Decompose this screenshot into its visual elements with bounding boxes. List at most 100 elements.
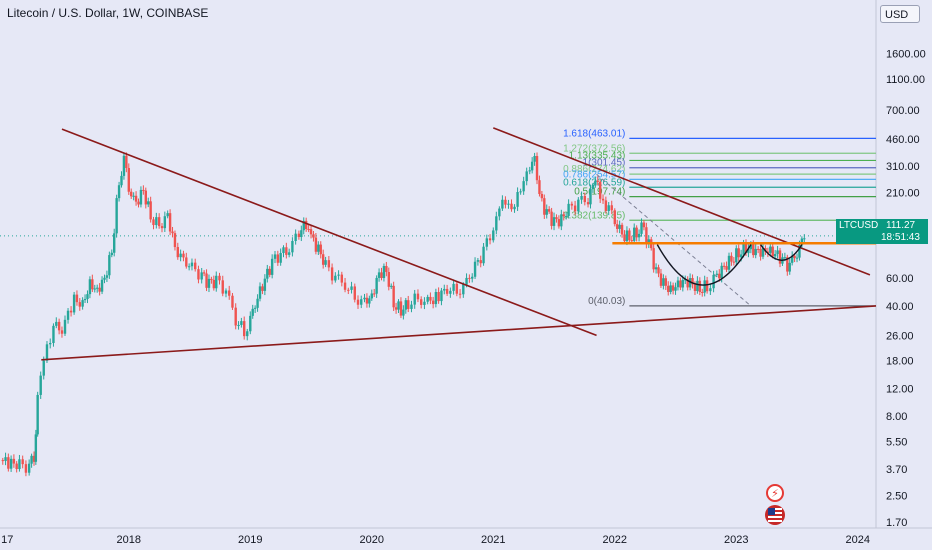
candle-body	[63, 319, 67, 334]
fib-level-label: 1(301.45)	[583, 158, 626, 169]
candle-body	[693, 284, 697, 291]
candle-body	[256, 298, 259, 308]
candle-body	[312, 234, 315, 238]
candle-body	[583, 195, 587, 203]
candle-body	[291, 240, 294, 253]
candle-body	[786, 257, 789, 272]
candle-body	[662, 278, 665, 286]
y-tick-label: 3.70	[886, 464, 907, 476]
candle-body	[237, 324, 240, 326]
candle-body	[479, 260, 482, 264]
candle-body	[314, 237, 318, 252]
candle-body	[790, 255, 794, 263]
candle-body	[647, 239, 650, 245]
candle-body	[635, 227, 638, 238]
candle-body	[207, 278, 211, 288]
candle-body	[27, 463, 31, 473]
candle-body	[495, 216, 498, 231]
candle-body	[113, 233, 116, 253]
candle-body	[504, 199, 507, 205]
candle-body	[732, 261, 736, 263]
candle-body	[279, 253, 282, 263]
candle-body	[234, 307, 237, 326]
candle-body	[783, 257, 787, 259]
candle-body	[343, 282, 347, 290]
candle-body	[24, 464, 28, 473]
candle-body	[437, 292, 440, 302]
candle-body	[676, 280, 680, 288]
candle-body	[498, 208, 501, 217]
candle-body	[103, 277, 106, 280]
candle-body	[127, 168, 130, 192]
candle-body	[473, 261, 477, 277]
fib-level-label: 1.13(335.43)	[569, 150, 626, 161]
candle-body	[416, 293, 420, 300]
candle-body	[218, 275, 221, 281]
x-tick-label: 17	[1, 534, 13, 546]
candle-body	[715, 273, 719, 275]
candle-body	[190, 262, 194, 267]
currency-button[interactable]: USD	[880, 5, 920, 23]
candle-body	[688, 278, 692, 288]
candle-body	[202, 272, 206, 274]
candle-body	[144, 190, 147, 205]
candle-body	[725, 266, 728, 270]
candle-body	[570, 203, 574, 206]
candle-body	[482, 246, 485, 264]
candle-body	[285, 247, 288, 255]
candle-body	[194, 262, 197, 270]
candle-body	[125, 155, 128, 169]
candle-body	[413, 293, 416, 305]
candle-body	[276, 254, 280, 263]
candle-body	[385, 265, 388, 273]
candle-body	[540, 193, 544, 199]
trendline-upper-descending-2021	[492, 127, 871, 276]
candle-body	[598, 181, 602, 199]
candle-body	[749, 244, 753, 250]
candle-body	[309, 229, 313, 235]
candle-body	[625, 230, 629, 242]
candle-body	[798, 245, 801, 258]
candle-body	[720, 265, 723, 279]
candle-body	[633, 227, 636, 241]
candle-body	[735, 248, 738, 263]
candle-body	[607, 205, 610, 212]
candle-body	[776, 250, 779, 255]
candle-body	[86, 294, 89, 299]
candle-body	[330, 267, 334, 281]
x-tick-label: 2024	[846, 534, 870, 546]
flash-icon[interactable]: ⚡	[766, 484, 784, 502]
candle-body	[304, 220, 308, 230]
fib-anchor-line	[596, 173, 752, 307]
candle-body	[115, 198, 118, 234]
candle-body	[567, 203, 570, 216]
candle-body	[392, 285, 395, 308]
candle-body	[55, 321, 58, 326]
candle-body	[545, 209, 548, 215]
candle-body	[7, 457, 10, 469]
candle-body	[800, 238, 804, 246]
candle-body	[709, 288, 712, 292]
candle-body	[163, 216, 167, 229]
us-flag-icon[interactable]	[765, 505, 785, 525]
candle-body	[294, 233, 297, 241]
candle-body	[407, 300, 410, 309]
candle-body	[360, 299, 363, 305]
candle-body	[224, 290, 228, 294]
y-tick-label: 460.00	[886, 134, 920, 146]
candle-body	[108, 255, 111, 276]
candle-body	[251, 308, 254, 316]
candle-body	[718, 273, 721, 279]
candle-body	[618, 224, 621, 229]
candle-body	[543, 198, 546, 215]
candle-body	[580, 195, 583, 200]
candle-body	[134, 195, 138, 202]
candle-body	[419, 299, 423, 305]
candle-body	[530, 161, 534, 171]
x-tick-label: 2020	[360, 534, 384, 546]
x-tick-label: 2019	[238, 534, 262, 546]
candle-body	[375, 277, 378, 294]
candle-body	[57, 321, 61, 331]
candle-body	[562, 214, 565, 217]
